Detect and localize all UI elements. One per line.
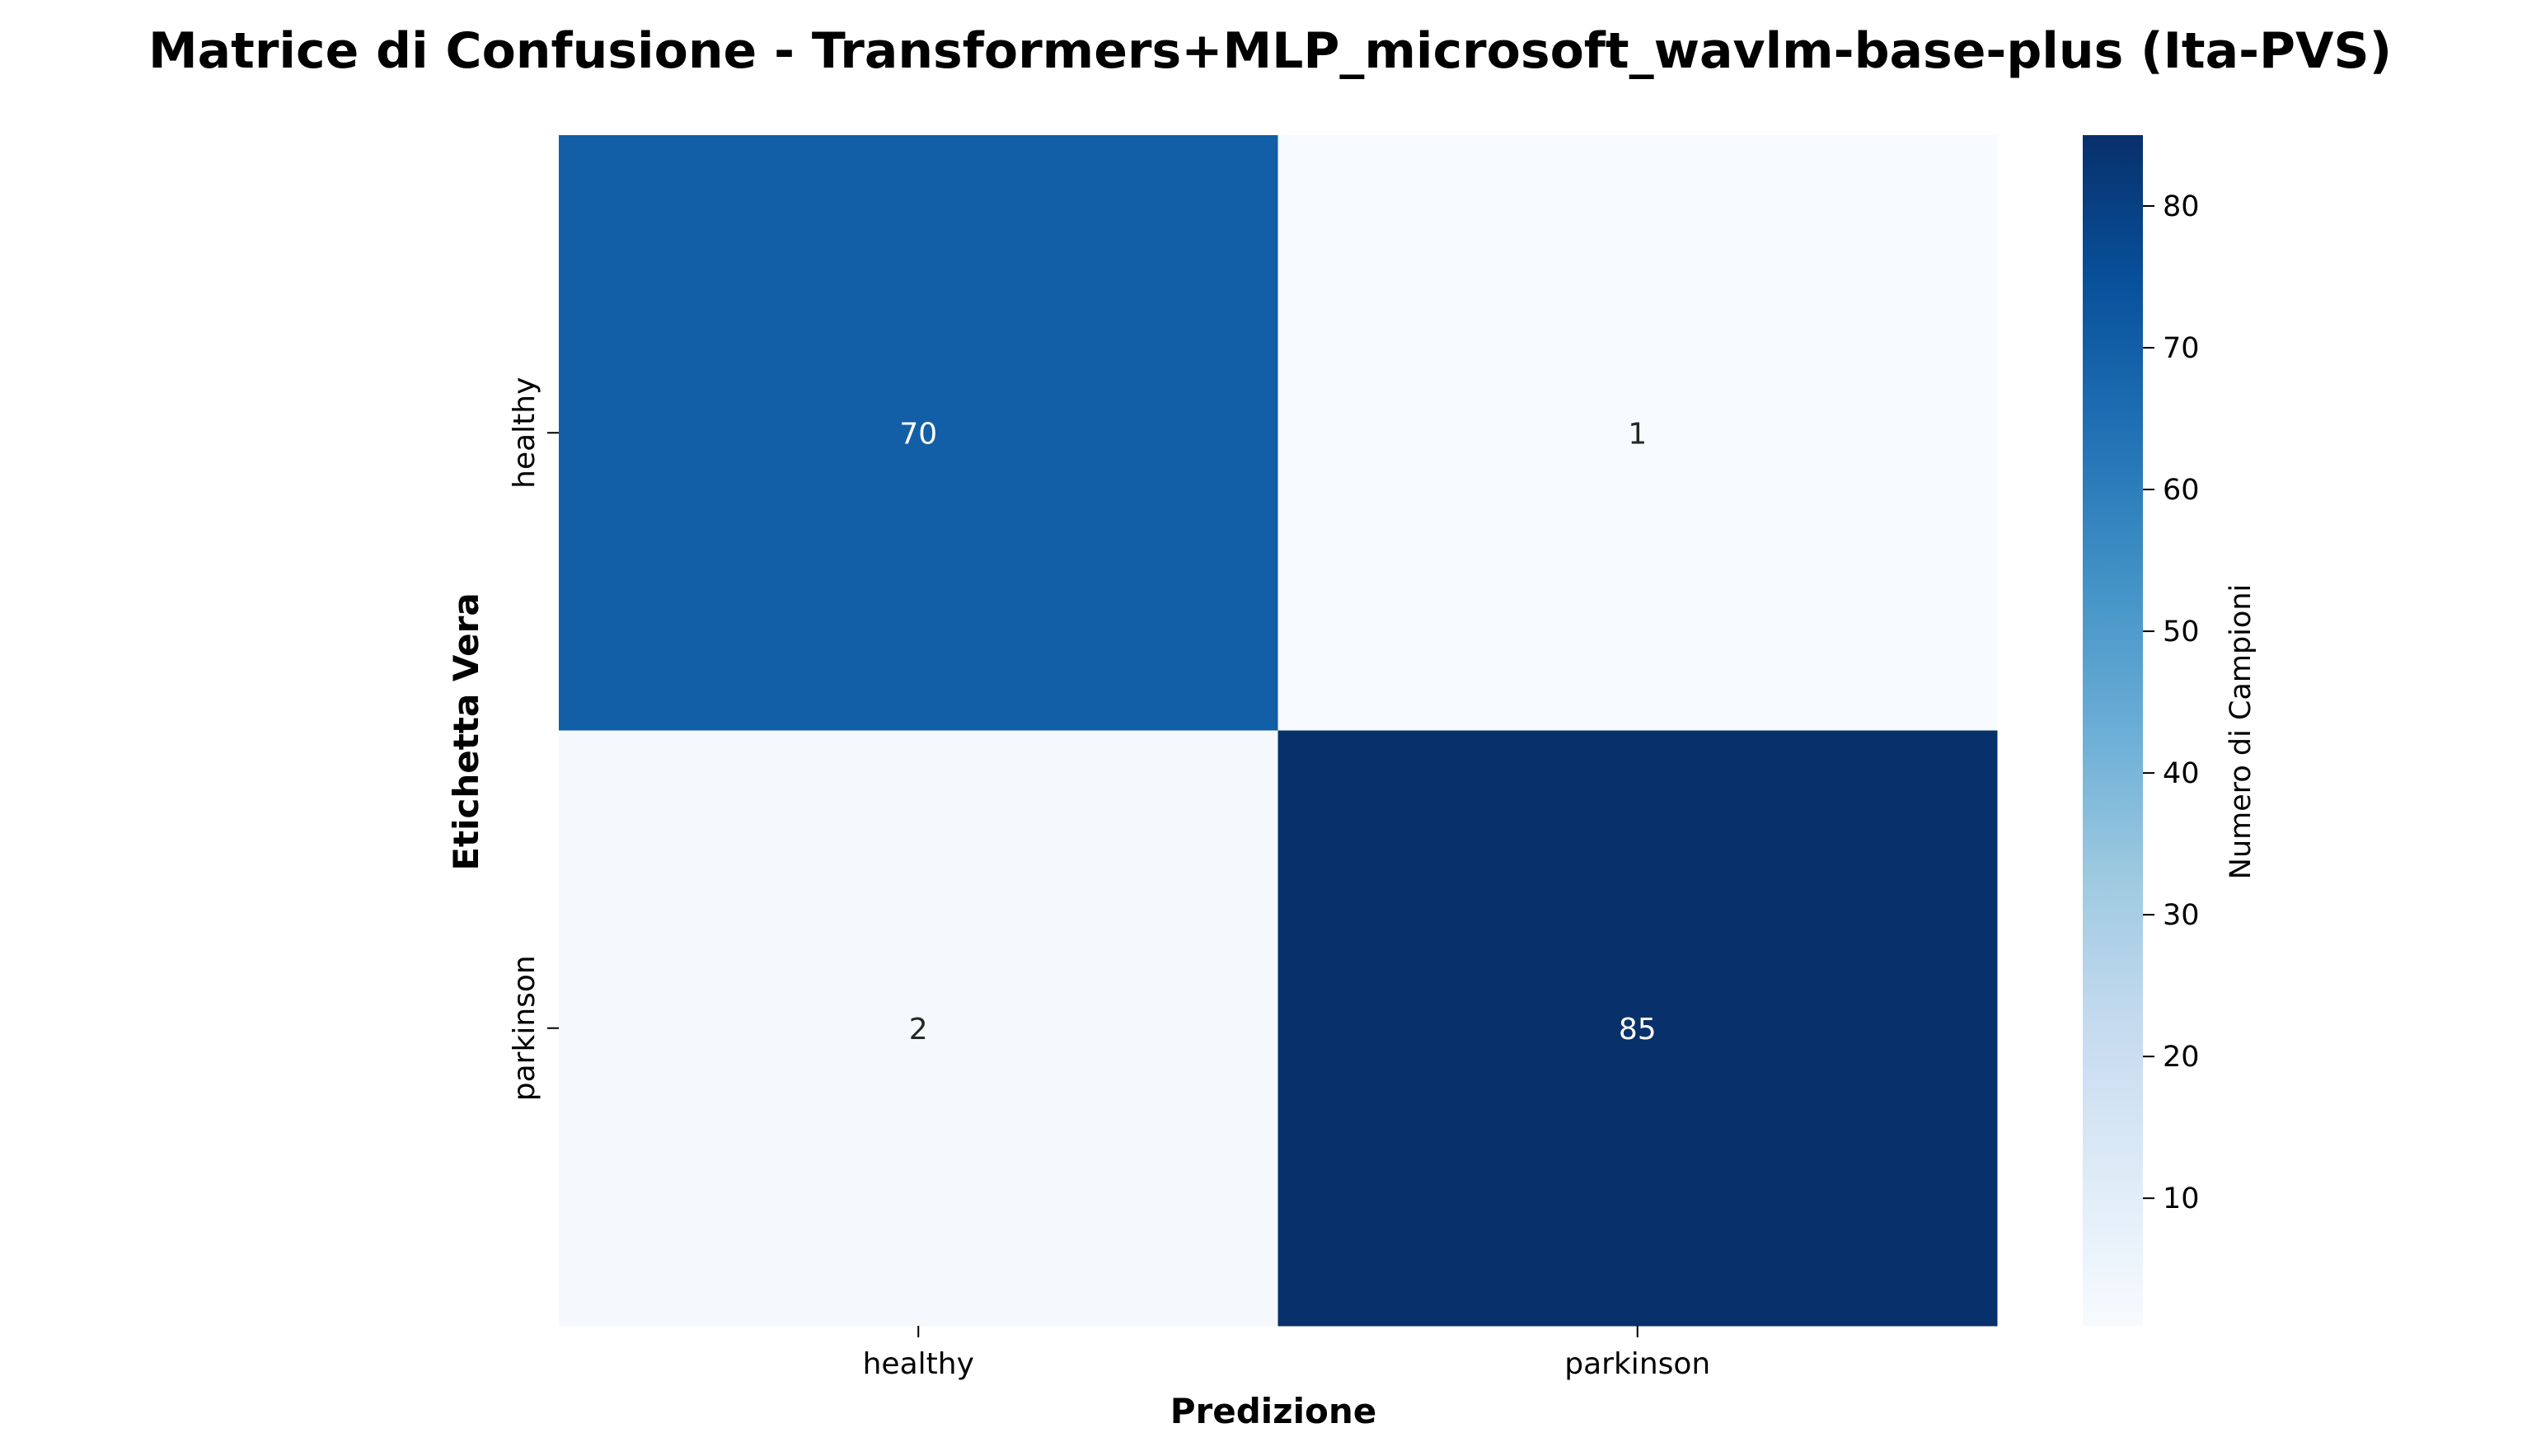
colorbar-tick-label: 70 (2163, 332, 2200, 365)
y-axis-label: Etichetta Vera (446, 592, 486, 870)
colorbar (2083, 135, 2143, 1326)
heatmap-cell (559, 135, 1278, 731)
cell-annotation: 85 (1619, 1013, 1657, 1046)
heatmap-cell (1278, 730, 1998, 1327)
y-tick-label: healthy (508, 377, 541, 489)
x-axis-ticks: healthy parkinson (863, 1326, 1710, 1381)
cell-annotation: 1 (1628, 417, 1647, 451)
colorbar-tick-label: 10 (2163, 1182, 2200, 1215)
heatmap-cells (559, 135, 1998, 1327)
x-axis-label: Predizione (1170, 1391, 1377, 1431)
colorbar-tick-label: 60 (2163, 474, 2200, 507)
cell-annotation: 70 (899, 417, 937, 451)
heatmap-cell (1278, 135, 1998, 731)
colorbar-tick-label: 20 (2163, 1041, 2200, 1074)
colorbar-label: Numero di Campioni (2225, 584, 2257, 879)
colorbar-tick-label: 80 (2163, 190, 2200, 223)
colorbar-tick-label: 30 (2163, 899, 2200, 932)
y-tick-label: parkinson (508, 955, 541, 1101)
chart-title: Matrice di Confusione - Transformers+MLP… (148, 22, 2392, 80)
y-axis-ticks: healthy parkinson (508, 377, 559, 1101)
colorbar-tick-label: 50 (2163, 616, 2200, 648)
colorbar-ticks: 10 20 30 40 50 60 70 80 (2143, 190, 2200, 1215)
colorbar-tick-label: 40 (2163, 757, 2200, 790)
heatmap-cell (559, 730, 1278, 1327)
cell-annotations: 70 1 2 85 (899, 417, 1656, 1046)
x-tick-label: healthy (863, 1347, 974, 1381)
cell-annotation: 2 (909, 1013, 928, 1046)
x-tick-label: parkinson (1564, 1347, 1710, 1381)
